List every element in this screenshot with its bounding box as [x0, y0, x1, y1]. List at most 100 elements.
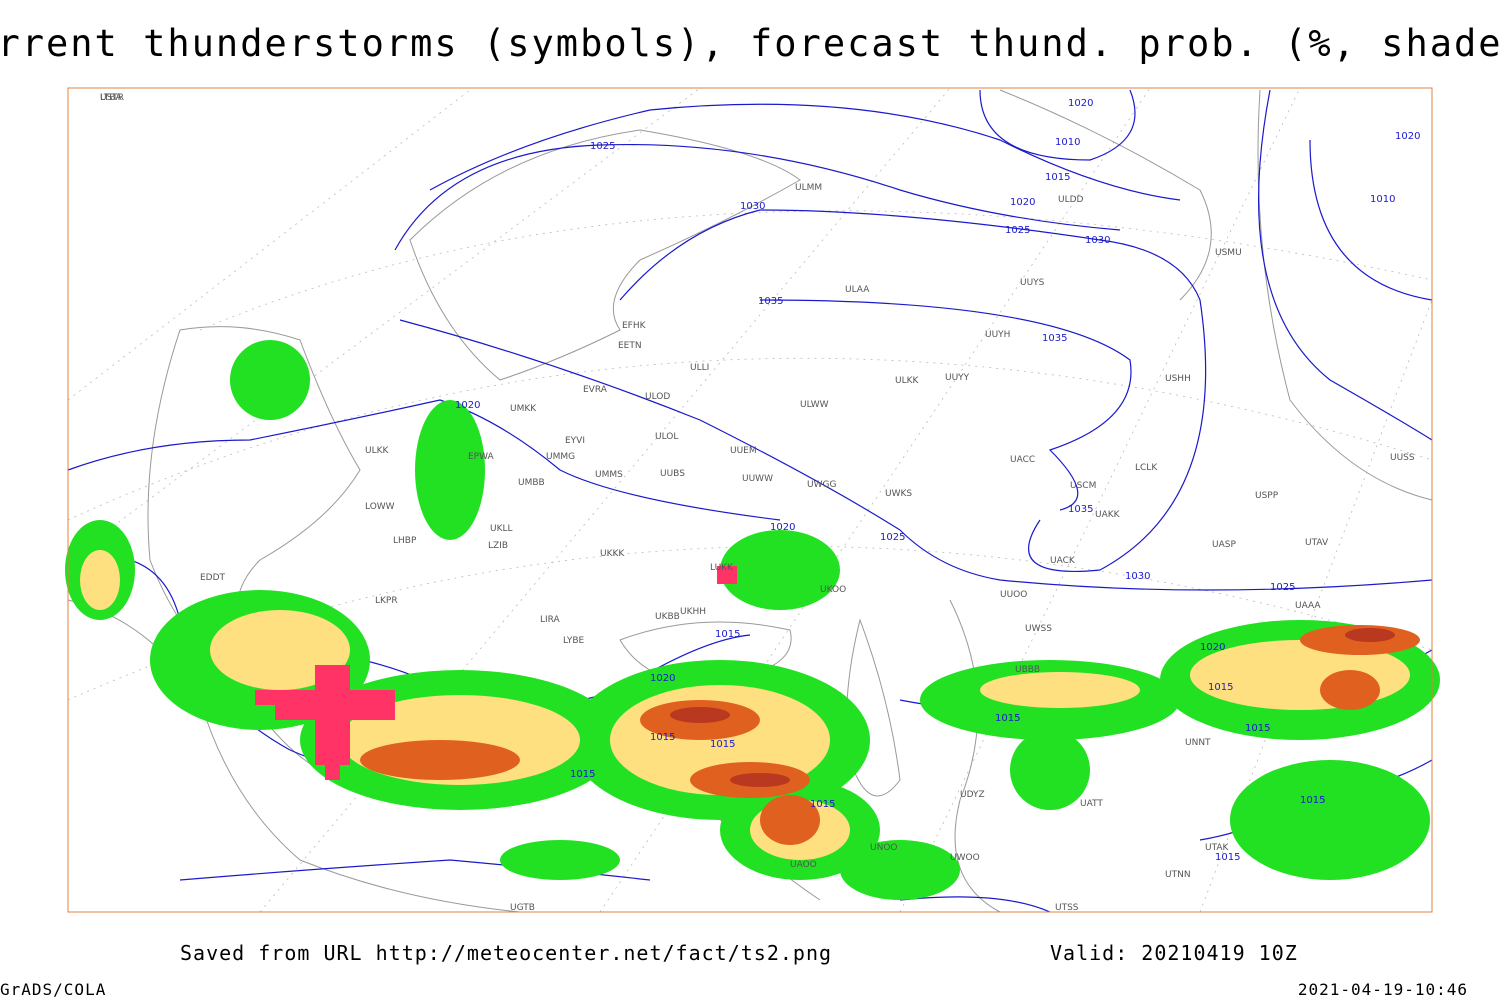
station-code: UBBB — [1015, 665, 1040, 675]
station-code: ULKK — [365, 446, 390, 456]
isobar-label: 1030 — [740, 201, 765, 212]
station-code: UGTB — [510, 903, 535, 913]
isobar-label: 1015 — [995, 713, 1020, 724]
station-code: ULKK — [895, 376, 920, 386]
isobar-label: 1020 — [1200, 642, 1225, 653]
station-code: USPP — [1255, 491, 1279, 501]
software: GrADS/COLA — [0, 980, 106, 999]
isobar-label: 1010 — [1370, 194, 1395, 205]
station-code: UAKK — [1095, 510, 1121, 520]
station-code: ULWW — [800, 400, 829, 410]
isobar-label: 1035 — [1068, 504, 1093, 515]
isobar-label: 1030 — [1085, 235, 1110, 246]
isobar-label: 1020 — [770, 522, 795, 533]
valid-time: Valid: 20210419 10Z — [1050, 941, 1298, 965]
isobar-label: 1015 — [710, 739, 735, 750]
station-code: EYVI — [565, 436, 585, 446]
station-code: USMU — [1215, 248, 1242, 258]
station-code: UATT — [1080, 799, 1103, 809]
station-code: UMBB — [518, 478, 545, 488]
station-code: UUOO — [1000, 590, 1027, 600]
station-code: UWOO — [950, 853, 980, 863]
isobar-label: 1025 — [1005, 225, 1030, 236]
isobar-label: 1020 — [1395, 131, 1420, 142]
station-code: UUYY — [945, 373, 970, 383]
station-code: UAAA — [1295, 601, 1321, 611]
map-labels: 1020 1025 1030 1010 1015 1020 1025 1030 1035 1035… — [100, 93, 1420, 913]
timestamp: 2021-04-19-10:46 — [1298, 980, 1468, 999]
isobar-label: 1015 — [650, 732, 675, 743]
station-code: UAOO — [790, 860, 817, 870]
station-code: EETN — [618, 341, 642, 351]
isobar-label: 1020 — [650, 673, 675, 684]
isobar-label: 1015 — [1245, 723, 1270, 734]
station-code: UUYS — [1020, 278, 1045, 288]
station-code: UKLL — [490, 524, 513, 534]
station-code: USCM — [1070, 481, 1096, 491]
station-code: UWKS — [885, 489, 912, 499]
station-code: UKKK — [600, 549, 625, 559]
station-code: UUEM — [730, 446, 757, 456]
station-code: UNNT — [1185, 738, 1211, 748]
station-code: LZIB — [488, 541, 508, 551]
station-code: EFHK — [622, 321, 647, 331]
station-code: UMMS — [595, 470, 623, 480]
station-code: UTSS — [1055, 903, 1079, 913]
station-code: LOWW — [365, 502, 395, 512]
station-code: UACC — [1010, 455, 1035, 465]
isobar-label: 1035 — [758, 296, 783, 307]
station-code: UMMG — [546, 452, 575, 462]
title: Current thunderstorms (symbols), forecas… — [0, 22, 1500, 65]
isobar-label: 1015 — [1208, 682, 1233, 693]
isobar-label: 1015 — [570, 769, 595, 780]
station-code: ULOL — [655, 432, 678, 442]
station-code: UTAK — [1205, 843, 1230, 853]
station-code: UTNN — [1165, 870, 1191, 880]
isobar-label: 1020 — [1068, 98, 1093, 109]
isobar-label: 1020 — [455, 400, 480, 411]
isobar-label: 1025 — [880, 532, 905, 543]
isobar-label: 1030 — [1125, 571, 1150, 582]
station-code: UDYZ — [960, 790, 985, 800]
station-code: UMKK — [510, 404, 537, 414]
station-code: ULAA — [845, 285, 870, 295]
map-border — [67, 87, 1433, 913]
isobar-label: 1035 — [1042, 333, 1067, 344]
thunderstorm-symbols — [255, 566, 737, 780]
station-code: USHH — [1165, 374, 1191, 384]
station-code: UUSS — [1390, 453, 1415, 463]
isobar-label: 1015 — [715, 629, 740, 640]
station-code: EPWA — [468, 452, 495, 462]
station-code: EDDT — [200, 573, 226, 583]
station-code: ULLI — [690, 363, 709, 373]
station-code: UTAV — [1305, 538, 1329, 548]
isobar-label: 1020 — [1010, 197, 1035, 208]
station-code: UUWW — [742, 474, 773, 484]
isobar-label: 1010 — [1055, 137, 1080, 148]
station-code: UWSS — [1025, 624, 1052, 634]
station-code: UUYH — [985, 330, 1010, 340]
station-code: LYBE — [563, 636, 584, 646]
station-code: UNOO — [870, 843, 898, 853]
station-code: LKPR — [375, 596, 398, 606]
isobar-label: 1015 — [1045, 172, 1070, 183]
station-code: EVRA — [583, 385, 608, 395]
station-code: ULDD — [1058, 195, 1084, 205]
station-code: UASP — [1212, 540, 1236, 550]
station-code: ULMM — [795, 183, 822, 193]
map-area: 1020 1025 1030 1010 1015 1020 1025 1030 1035 1035… — [65, 87, 1440, 913]
station-code: LIRA — [540, 615, 561, 625]
isobar-label: 1025 — [590, 141, 615, 152]
station-code: ULOD — [645, 392, 670, 402]
station-code: UWGG — [807, 480, 836, 490]
station-code: UKBB — [655, 612, 680, 622]
station-code: USTR — [100, 93, 124, 103]
station-code: LHBP — [393, 536, 417, 546]
station-code: UKHH — [680, 607, 706, 617]
station-code: UUBS — [660, 469, 685, 479]
station-code: LUKK — [710, 563, 734, 573]
station-code: LCLK — [1135, 463, 1158, 473]
isobar-label: 1015 — [810, 799, 835, 810]
